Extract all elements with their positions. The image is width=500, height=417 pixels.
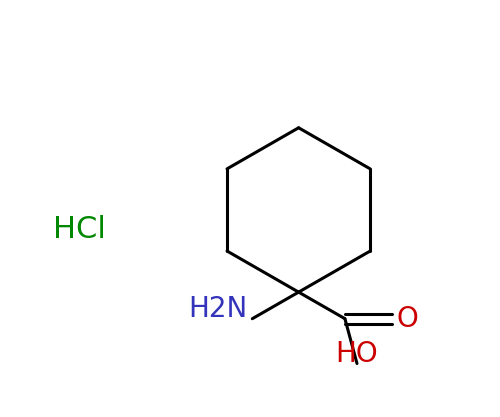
- Text: HO: HO: [336, 340, 378, 368]
- Text: H2N: H2N: [188, 294, 248, 323]
- Text: O: O: [396, 305, 418, 333]
- Text: HCl: HCl: [54, 215, 106, 244]
